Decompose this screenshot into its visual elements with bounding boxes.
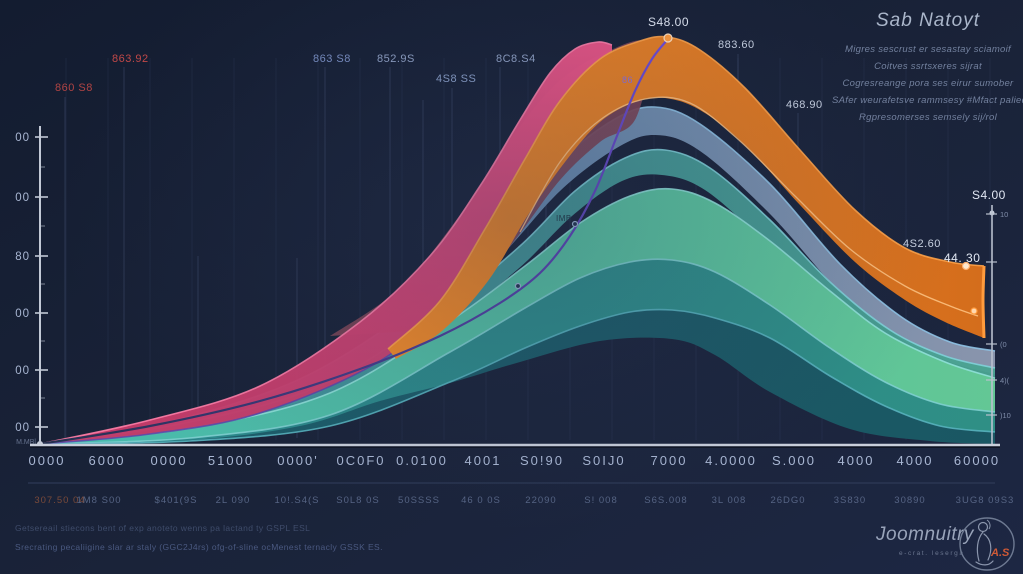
annotation-label: 852.9S <box>377 53 415 65</box>
x-axis-sublabel: 1M8 S00 <box>76 495 121 506</box>
y-axis-tick-label: 00 <box>15 132 30 144</box>
x-axis-label: 51000 <box>208 453 254 468</box>
emblem-figure-arm <box>986 519 991 530</box>
x-axis-label: 4000 <box>897 453 934 468</box>
emblem-figure-body <box>975 531 994 566</box>
annotation-label: 860 S8 <box>55 82 93 94</box>
x-axis-label: 4000 <box>838 453 875 468</box>
legend-line: SAfer weurafetsve rammsesy #Mfact palied… <box>832 95 1023 106</box>
y-axis-corner-label: M.MBl <box>16 439 36 446</box>
annotation-label: 44. 30 <box>944 251 980 265</box>
annotation-label: 86 <box>622 75 633 85</box>
annotation-label: 883.60 <box>718 39 755 51</box>
y-axis-tick-label: 00 <box>15 422 30 434</box>
data-point-marker <box>961 261 971 271</box>
right-axis-tick-label: 4)( <box>1000 376 1010 385</box>
annotation-label: 468.90 <box>786 99 823 111</box>
annotation-label: 4S2.60 <box>903 238 941 250</box>
emblem-initials: A.S <box>990 547 1010 559</box>
annotation-label: 8C8.S4 <box>496 53 536 65</box>
x-axis-label: 4001 <box>465 453 502 468</box>
x-axis-sublabel: 3UG8 09S3 <box>956 495 1015 506</box>
data-point-marker <box>514 282 522 290</box>
data-point-marker <box>663 33 673 43</box>
right-axis-tick-label: 10 <box>1000 210 1008 219</box>
x-axis-label: S0IJ0 <box>582 453 625 468</box>
x-axis-label: 0.0100 <box>396 453 448 468</box>
y-axis-tick-label: 00 <box>15 192 30 204</box>
band-edge-teal-bright-band <box>39 187 996 445</box>
annotation-label: 863 S8 <box>313 53 351 65</box>
emblem-figure-head <box>977 521 989 533</box>
orange-inner-line <box>519 96 979 317</box>
x-axis-label: 0000' <box>277 453 318 468</box>
band-pink-band <box>40 41 612 445</box>
legend-line: Migres sescrust er sesastay sciamoif <box>844 44 1011 55</box>
data-point-marker <box>571 220 579 228</box>
band-teal-mid-band <box>40 259 995 444</box>
x-axis-label: 60000 <box>954 453 1000 468</box>
band-edge-teal-dark-band <box>39 308 996 445</box>
band-edge-teal-mid-band <box>39 258 996 445</box>
band-edge-pink-band <box>39 41 613 445</box>
legend-panel: Sab Natoyt Migres sescrust er sesastay s… <box>832 10 1023 126</box>
annotation-label: 863.92 <box>112 53 149 65</box>
x-axis-sublabel: 46 0 0S <box>461 495 501 506</box>
x-axis-sublabel: 3S830 <box>834 495 866 506</box>
x-axis-sublabel: 50SSSS <box>398 495 440 506</box>
annotation-label: S48.00 <box>648 15 689 29</box>
x-axis-sublabel: S6S.008 <box>644 495 687 506</box>
x-axis-sublabel: S0L8 0S <box>336 495 379 506</box>
x-axis-sublabel: 307.50 04 <box>34 495 85 506</box>
x-axis-label: S.000 <box>772 453 816 468</box>
x-axis-sublabel: 30890 <box>894 495 925 506</box>
x-axis-sublabel: 22090 <box>525 495 556 506</box>
band-teal-bright-band <box>40 188 995 444</box>
x-axis-label: 6000 <box>89 453 126 468</box>
right-axis-tick-label: )10 <box>1000 411 1011 420</box>
data-point-marker <box>970 307 978 315</box>
x-axis-label: 0000 <box>29 453 66 468</box>
logo-tagline: e-crat. leserga <box>899 550 965 557</box>
x-axis-label: S0!90 <box>520 453 564 468</box>
band-teal-dark-band <box>40 309 995 444</box>
footer-note-line: Getsereail stiecons bent of exp anoteto … <box>15 523 311 533</box>
x-axis-label: 7000 <box>651 453 688 468</box>
legend-line: Cogresreange pora ses eirur sumober <box>842 78 1014 89</box>
band-slate-blue-band <box>40 106 995 445</box>
right-axis-tick-label: (0 <box>1000 340 1007 349</box>
x-axis-sublabel: 10!.S4(S <box>275 495 320 506</box>
footer-notes: Getsereail stiecons bent of exp anoteto … <box>15 522 575 552</box>
x-axis-label: 4.0000 <box>705 453 757 468</box>
x-axis-sublabel: 26DG0 <box>770 495 805 506</box>
chart-title: Sab Natoyt <box>876 10 980 31</box>
footer-note-line: Srecrating pecaliigine slar ar staly (GG… <box>15 542 383 552</box>
emblem-circle <box>959 517 1015 571</box>
trend-line <box>39 38 669 446</box>
x-axis-sublabel: S! 008 <box>584 495 617 506</box>
x-axis-label: 0C0F0 <box>336 453 385 468</box>
logo-emblem: A.S <box>959 517 1015 571</box>
y-axis-tick-label: 80 <box>15 251 30 263</box>
band-teal-outer-band <box>40 149 995 444</box>
x-axis-sublabel: 2L 090 <box>216 495 251 506</box>
legend-line: Coitves ssrtsxeres sijrat <box>874 61 982 72</box>
legend-line: Rgpresomerses semsely sij/rol <box>858 112 998 123</box>
x-axis-label: 0000 <box>151 453 188 468</box>
annotation-label: S4.00 <box>972 188 1006 202</box>
orange-right-edge <box>981 265 986 339</box>
x-axis-sublabel: $401(9S <box>155 495 198 506</box>
y-axis-tick-label: 00 <box>15 308 30 320</box>
x-axis-sublabel: 3L 008 <box>712 495 747 506</box>
annotation-label: 4S8 SS <box>436 73 476 85</box>
y-axis-tick-label: 00 <box>15 365 30 377</box>
logo-wordmark: Joomnuitry <box>876 524 974 545</box>
annotation-label: IMB <box>556 214 572 223</box>
